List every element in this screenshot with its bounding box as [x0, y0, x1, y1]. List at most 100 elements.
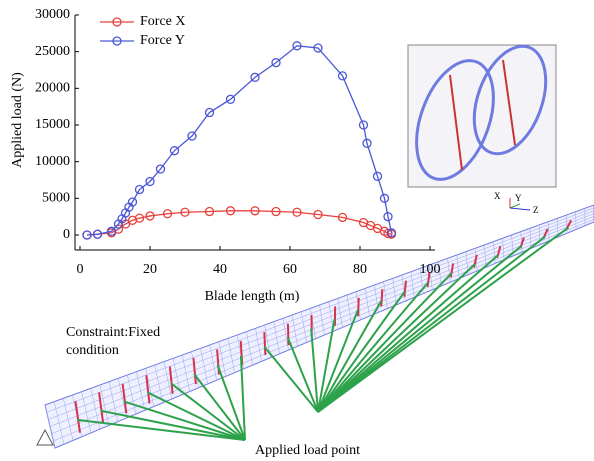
axis-triad	[509, 207, 531, 211]
load-arrow	[310, 328, 319, 413]
inset-section	[472, 44, 548, 156]
data-point	[337, 71, 348, 81]
load-arrow	[317, 300, 383, 413]
y-tick-label: 5000	[42, 191, 70, 206]
x-axis-label: Blade length (m)	[205, 289, 300, 304]
data-point	[204, 107, 215, 118]
inset-spar	[449, 74, 463, 171]
data-point	[379, 193, 390, 203]
load-arrow	[77, 418, 246, 441]
blade-model	[36, 44, 594, 449]
load-arrow	[170, 382, 246, 441]
data-point	[250, 72, 260, 82]
series-line	[86, 45, 393, 236]
y-tick-label: 20000	[35, 81, 70, 96]
load-arrow	[317, 281, 429, 413]
annotation: Applied load point	[255, 443, 360, 458]
legend-marker	[112, 17, 122, 27]
load-arrow	[317, 263, 476, 413]
inset-frame	[407, 44, 557, 188]
data-point	[383, 228, 393, 239]
x-tick-label: 100	[420, 262, 441, 277]
load-section	[380, 289, 384, 307]
load-arrow	[317, 245, 523, 413]
load-arrow	[317, 226, 570, 413]
mesh-line	[49, 213, 594, 427]
data-point	[386, 228, 397, 238]
series-line	[86, 210, 392, 236]
load-section	[403, 280, 407, 297]
data-point	[82, 230, 92, 240]
load-section	[98, 392, 105, 424]
data-point	[169, 146, 180, 156]
data-point	[292, 41, 302, 51]
axis-label: Y	[515, 193, 522, 203]
legend-marker	[112, 36, 122, 46]
y-axis-label: Applied load (N)	[10, 72, 25, 168]
data-point	[145, 211, 155, 221]
load-section	[121, 383, 128, 414]
data-point	[127, 197, 138, 207]
load-arrow	[123, 400, 246, 441]
data-point	[225, 94, 236, 104]
data-point	[271, 58, 281, 68]
load-section	[357, 297, 360, 317]
mesh-line	[46, 207, 594, 413]
data-point	[162, 209, 173, 219]
load-arrow	[239, 355, 246, 441]
data-point	[250, 206, 260, 216]
data-point	[383, 212, 393, 222]
load-section	[192, 357, 197, 385]
data-point	[362, 138, 372, 148]
x-tick-label: 40	[213, 262, 227, 277]
legend-label: Force X	[140, 14, 186, 29]
data-point	[225, 206, 236, 216]
data-point	[134, 184, 145, 195]
data-point	[92, 229, 103, 239]
inset-section	[415, 59, 495, 181]
load-arrow	[193, 373, 246, 441]
load-arrow	[100, 409, 246, 441]
axis-label: Z	[533, 205, 539, 215]
data-point	[204, 206, 215, 217]
data-point	[358, 120, 369, 130]
load-arrow	[286, 337, 319, 413]
data-point	[145, 176, 155, 187]
load-section	[426, 271, 431, 288]
inset-spar	[502, 59, 516, 146]
mesh-line	[48, 210, 594, 420]
x-tick-label: 0	[77, 262, 84, 277]
load-section	[263, 332, 267, 356]
x-tick-label: 60	[283, 262, 297, 277]
load-arrow	[317, 254, 499, 413]
data-point	[292, 207, 302, 217]
load-arrow	[317, 235, 546, 413]
axis-triad	[509, 203, 521, 209]
y-tick-label: 0	[63, 227, 70, 242]
load-section	[286, 323, 290, 346]
y-tick-label: 30000	[35, 7, 70, 22]
support-symbol	[36, 428, 54, 446]
y-tick-label: 10000	[35, 154, 70, 169]
data-point	[313, 43, 323, 53]
x-tick-label: 80	[353, 262, 367, 277]
load-arrow	[317, 272, 453, 413]
mesh-line	[51, 216, 594, 434]
data-point	[271, 206, 281, 217]
load-arrow	[317, 309, 359, 413]
annotation: Constraint:Fixed condition	[66, 325, 161, 358]
axis-label: X	[494, 191, 501, 201]
load-section	[74, 400, 81, 433]
load-arrow	[317, 318, 336, 413]
mesh-line	[53, 218, 594, 442]
load-section	[168, 366, 174, 394]
data-point	[187, 131, 197, 141]
data-point	[372, 171, 383, 181]
legend-label: Force Y	[140, 33, 185, 48]
load-arrow	[263, 345, 319, 413]
load-arrow	[317, 291, 406, 413]
y-tick-label: 15000	[35, 117, 70, 132]
data-point	[106, 226, 117, 236]
